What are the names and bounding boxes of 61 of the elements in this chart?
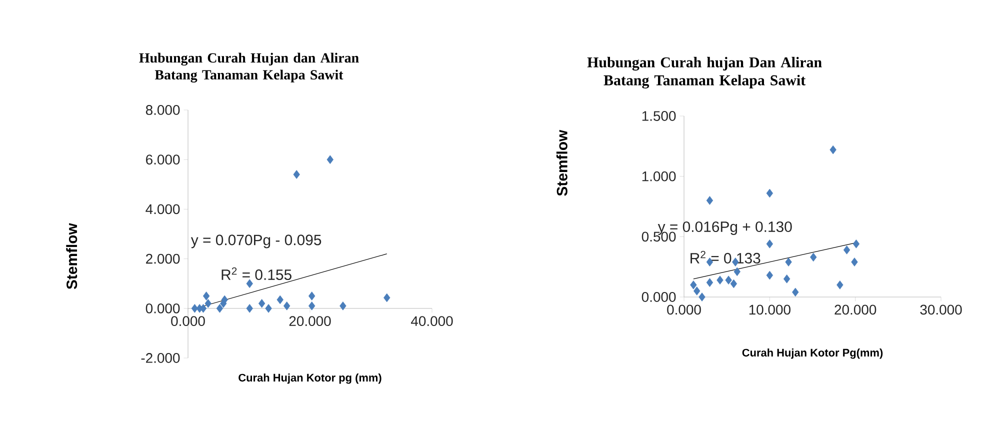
x-axis-title: Curah Hujan Kotor Pg(mm) [742, 348, 883, 359]
point [810, 252, 817, 262]
point [725, 276, 732, 285]
point [706, 196, 714, 205]
point [843, 246, 850, 254]
point [785, 258, 792, 266]
x-tick-label: 30.000 [920, 304, 962, 315]
x-tick-label: 0.000 [667, 304, 701, 315]
point [851, 258, 858, 266]
point [716, 276, 724, 285]
point [246, 279, 253, 288]
point [852, 240, 860, 248]
y-axis-title: Stemflow [556, 130, 568, 196]
point [384, 293, 390, 302]
point [690, 280, 697, 290]
point [698, 292, 706, 302]
point [730, 279, 738, 288]
point [766, 270, 774, 280]
point [283, 302, 290, 310]
point [783, 274, 790, 284]
point [308, 292, 316, 300]
y-tick-label: 8.000 [146, 105, 180, 115]
point [340, 302, 346, 310]
point [766, 240, 774, 248]
chart-title: Hubungan Curah Hujan dan Aliran Batang Tanaman Kelapa Sawit [139, 52, 359, 82]
annotation: y = 0.070Pg - 0.095 [190, 234, 322, 248]
annotation: R$^{2}$ = 0.133 [690, 250, 760, 264]
annotation: R$^{2}$ = 0.155 [222, 267, 292, 280]
chart-title: Hubungan Curah hujan Dan Aliran Batang Tanaman Kelapa Sawit [587, 56, 822, 88]
y-axis-title: Stemflow [66, 223, 78, 290]
y-tick-label: 6.000 [146, 154, 180, 165]
point [202, 292, 210, 300]
x-axis-title: Curah Hujan Kotor pg (mm) [238, 374, 382, 384]
x-tick-label: 0.000 [171, 316, 205, 326]
point [706, 278, 714, 287]
point [734, 267, 740, 276]
point [766, 188, 774, 198]
point [694, 286, 700, 296]
y-tick-label: 1.000 [642, 171, 676, 182]
point [326, 155, 334, 164]
y-tick-label: 4.000 [146, 204, 180, 214]
x-tick-label: 20.000 [834, 304, 876, 315]
point [204, 299, 212, 308]
x-tick-label: 20.000 [289, 316, 331, 326]
point [265, 304, 272, 313]
point [258, 299, 266, 308]
point [293, 170, 300, 179]
point [308, 302, 316, 310]
point [792, 288, 799, 297]
point [836, 280, 844, 290]
y-tick-label: 2.000 [146, 254, 180, 264]
y-tick-label: -2.000 [141, 353, 180, 363]
y-tick-label: 1.500 [642, 111, 676, 121]
point [191, 304, 198, 313]
point [276, 295, 284, 304]
point [246, 304, 253, 313]
x-tick-label: 10.000 [749, 304, 790, 315]
point [216, 304, 224, 313]
x-tick-label: 40.000 [410, 316, 453, 326]
y-tick-label: 0.000 [642, 292, 676, 302]
point [830, 145, 836, 154]
